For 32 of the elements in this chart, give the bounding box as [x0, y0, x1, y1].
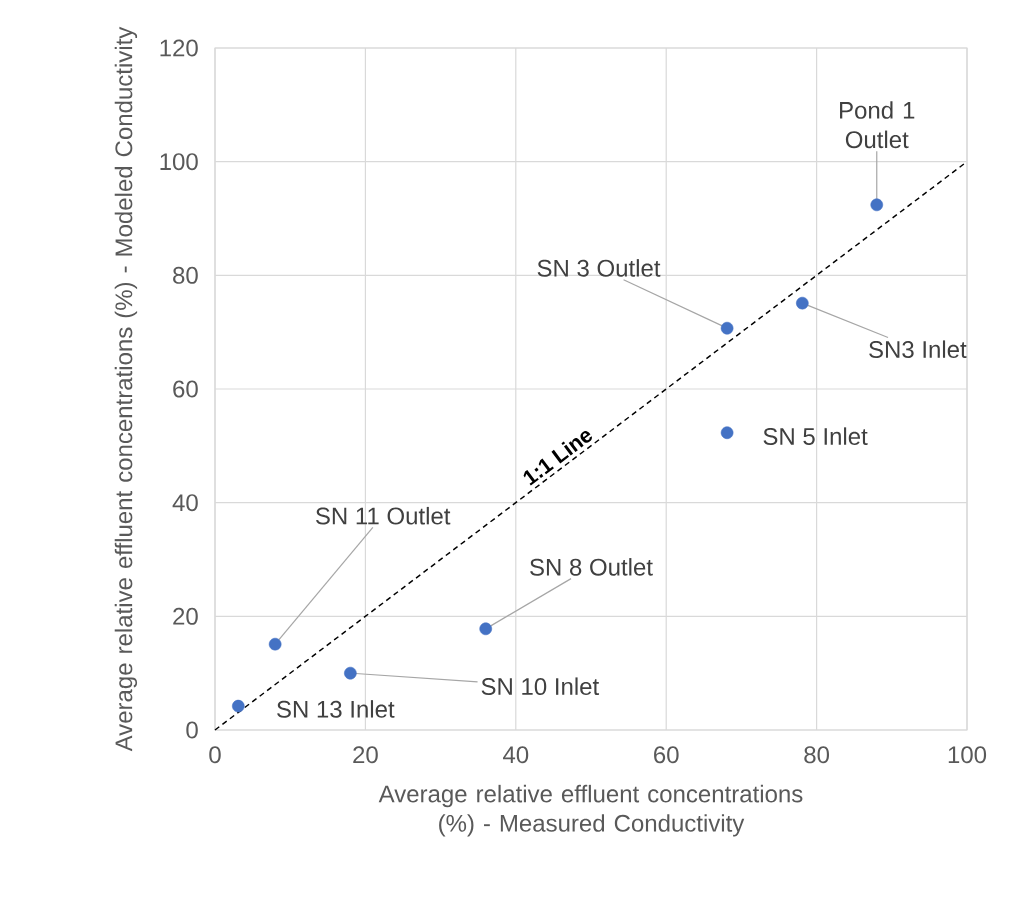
x-tick-label: 0: [209, 746, 221, 764]
annotation: SN 8 Outlet: [530, 558, 653, 576]
y-axis-title: Average relative effluent concentrations (%) - Modeled Conductivity: [114, 26, 138, 752]
annotation: Pond 1 Outlet: [840, 101, 915, 149]
annotation: SN 13 Inlet: [277, 700, 395, 718]
point: [232, 699, 245, 713]
annotation: SN 10 Inlet: [481, 677, 600, 696]
y-tick-label: 100: [160, 153, 198, 171]
point: [344, 666, 357, 680]
x-tick-label: 20: [353, 746, 378, 764]
annotation: SN3 Inlet: [869, 340, 967, 359]
point: [479, 622, 492, 636]
x-tick-label: 100: [948, 746, 987, 764]
y-tick-label: 60: [173, 380, 198, 398]
point: [720, 321, 734, 335]
y-tick-label: 120: [160, 39, 198, 57]
y-tick-label: 40: [172, 494, 198, 512]
text: 1:1 Line: [523, 431, 592, 486]
annotation: SN 3 Outlet: [537, 259, 661, 277]
x-axis-title: Average relative effluent concentrations (%) - Measured Conductivity: [378, 784, 803, 837]
y-tick-label: 20: [173, 607, 198, 625]
point: [268, 637, 282, 651]
x-tick-label: 60: [654, 746, 679, 764]
annotation: SN 5 Inlet: [763, 427, 868, 445]
point: [870, 198, 884, 212]
point: [796, 296, 809, 310]
annotation: SN 11 Outlet: [315, 506, 451, 525]
x-tick-label: 40: [503, 746, 529, 764]
y-tick-label: 0: [186, 721, 198, 739]
point: [720, 426, 734, 440]
y-tick-label: 80: [173, 266, 198, 284]
x-tick-label: 80: [804, 746, 830, 764]
